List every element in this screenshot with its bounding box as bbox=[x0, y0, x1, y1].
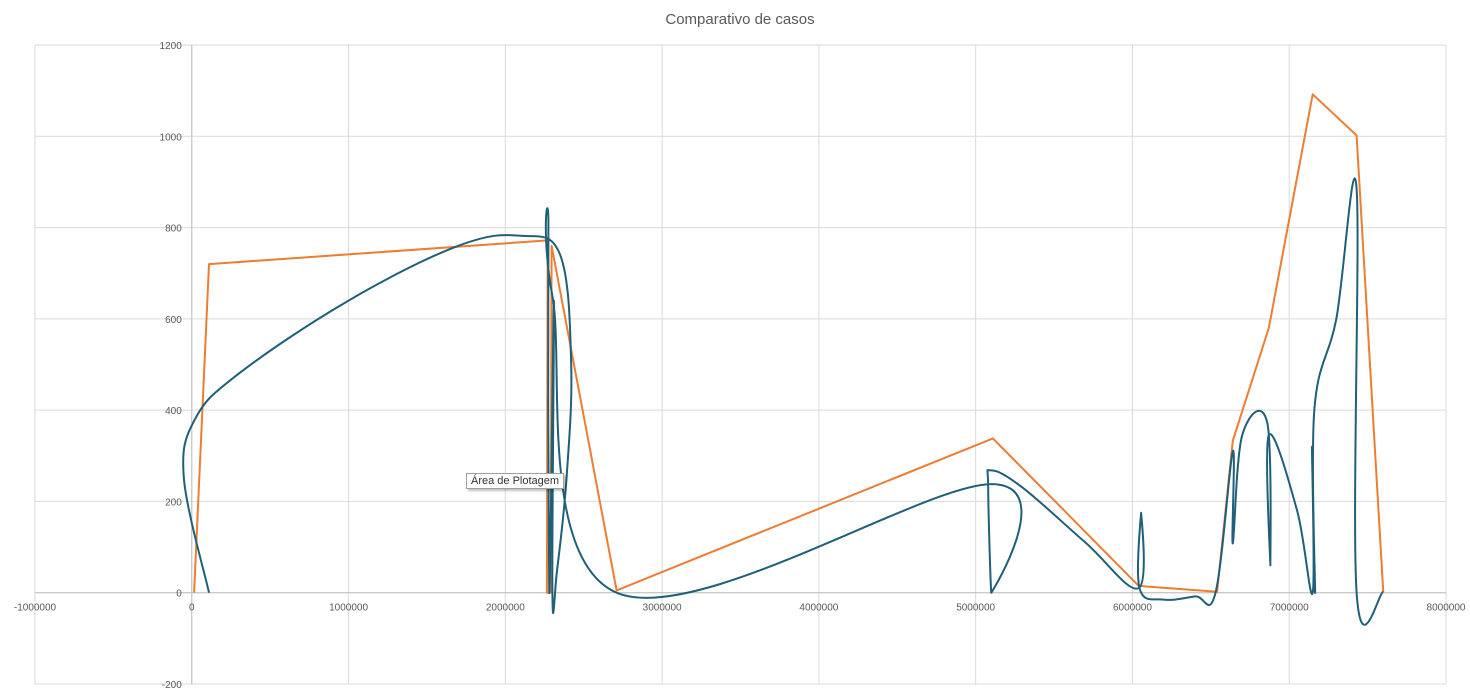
y-tick-label: 1000 bbox=[160, 132, 183, 143]
x-tick-label: 6000000 bbox=[1113, 603, 1152, 614]
x-tick-label: 3000000 bbox=[643, 603, 682, 614]
series-line-2 bbox=[182, 177, 1385, 626]
x-tick-label: 2000000 bbox=[486, 603, 525, 614]
series-line-1 bbox=[193, 93, 1385, 594]
y-tick-label: 0 bbox=[176, 589, 182, 600]
tick-layer: -1000000 0 1000000 2000000 3000000 4000000 500… bbox=[14, 41, 1466, 691]
chart-title: Comparativo de casos bbox=[665, 11, 814, 28]
x-tick-label: 4000000 bbox=[799, 603, 838, 614]
y-tick-label: 1200 bbox=[160, 41, 183, 52]
x-tick-label: 8000000 bbox=[1427, 603, 1466, 614]
y-tick-label: -200 bbox=[162, 680, 182, 691]
y-tick-label: 400 bbox=[165, 406, 182, 417]
x-tick-label: -1000000 bbox=[14, 603, 57, 614]
grid-layer bbox=[34, 44, 1447, 685]
x-tick-label: 7000000 bbox=[1270, 603, 1309, 614]
x-tick-label: 5000000 bbox=[956, 603, 995, 614]
series-layer bbox=[182, 93, 1385, 626]
y-tick-label: 600 bbox=[165, 315, 182, 326]
x-tick-label: 0 bbox=[189, 603, 195, 614]
y-tick-label: 200 bbox=[165, 497, 182, 508]
plot-area-tooltip: Área de Plotagem bbox=[466, 473, 565, 489]
x-tick-label: 1000000 bbox=[329, 603, 368, 614]
y-tick-label: 800 bbox=[165, 224, 182, 235]
